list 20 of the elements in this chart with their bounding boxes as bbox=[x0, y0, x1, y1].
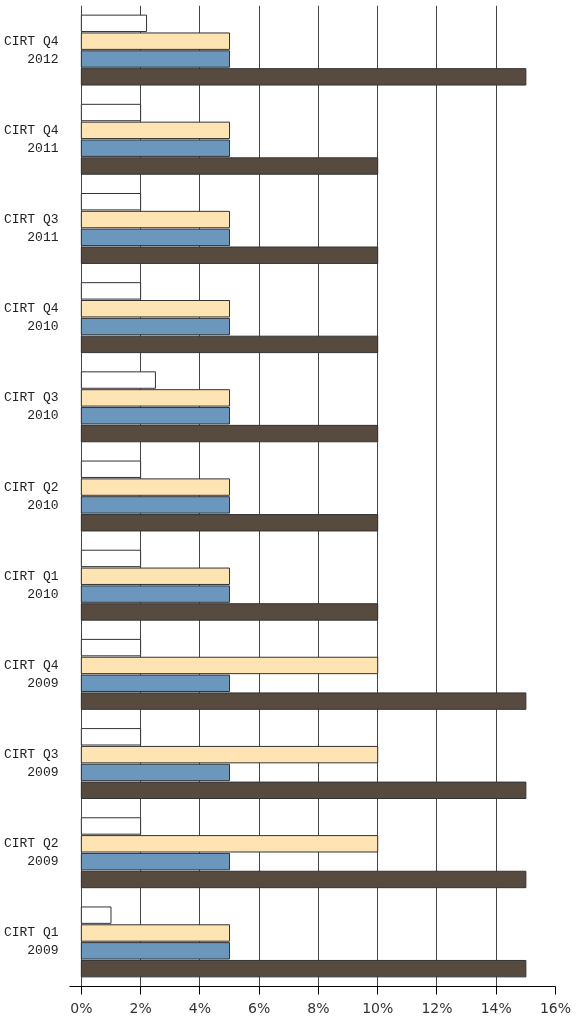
x-tick-label: 16% bbox=[539, 999, 572, 1016]
y-tick-label: CIRT Q1 2010 bbox=[3, 568, 59, 602]
x-tick-label: 14% bbox=[480, 999, 512, 1016]
y-tick-label: CIRT Q2 2009 bbox=[3, 836, 59, 870]
x-tick-label: 8% bbox=[307, 999, 330, 1016]
x-tick-label: 4% bbox=[188, 999, 211, 1016]
x-tick-label: 2% bbox=[129, 999, 152, 1016]
y-tick-label: CIRT Q4 2010 bbox=[3, 301, 59, 335]
y-tick-label: CIRT Q3 2009 bbox=[3, 747, 59, 781]
y-tick-label: CIRT Q4 2011 bbox=[3, 122, 59, 156]
y-tick-label: CIRT Q2 2010 bbox=[3, 479, 59, 513]
y-tick-label: CIRT Q3 2011 bbox=[3, 211, 59, 245]
x-tick-label: 10% bbox=[362, 999, 394, 1016]
x-tick-label: 12% bbox=[421, 999, 453, 1016]
y-tick-label: CIRT Q3 2010 bbox=[3, 390, 59, 424]
x-tick-label: 0% bbox=[70, 999, 93, 1016]
x-tick-label: 6% bbox=[248, 999, 271, 1016]
y-tick-label: CIRT Q4 2009 bbox=[3, 657, 59, 691]
y-tick-label: CIRT Q1 2009 bbox=[3, 925, 59, 959]
y-tick-label: CIRT Q4 2012 bbox=[3, 33, 59, 67]
